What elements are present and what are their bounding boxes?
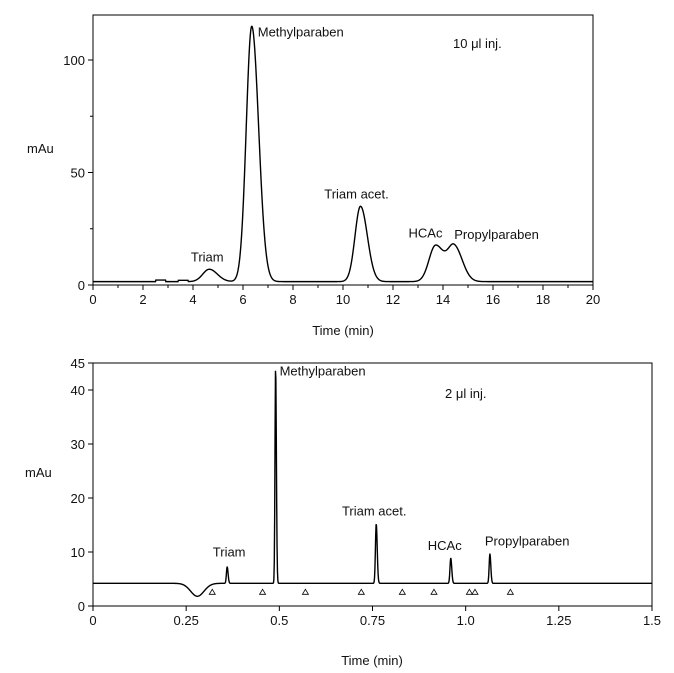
peak-label: Propylparaben <box>454 227 539 242</box>
plot-frame <box>92 362 653 607</box>
peak-labels: Triam Methylparaben Triam acet. HCAc Propylp… <box>213 364 570 560</box>
integration-marker <box>506 588 515 595</box>
y-tick-label: 0 <box>78 278 85 293</box>
peak-label: HCAc <box>409 226 443 241</box>
chart-2ul-injection: 0 0.25 0.5 0.75 1.0 1.25 1.5 0 10 20 30 40 45 Triam… <box>25 356 661 668</box>
integration-marker <box>398 588 407 595</box>
peak-label: Triam <box>191 249 224 264</box>
integration-marker <box>301 588 310 595</box>
y-tick-label: 30 <box>71 437 85 452</box>
x-tick-label: 1.5 <box>643 613 661 628</box>
integration-marker <box>258 588 267 595</box>
peak-label: Methylparaben <box>258 24 344 39</box>
x-tick-label: 6 <box>239 292 246 307</box>
integration-marker <box>430 588 438 595</box>
y-tick-label: 45 <box>71 356 85 371</box>
x-axis-label: Time (min) <box>312 323 374 338</box>
peak-label: Triam acet. <box>324 186 389 201</box>
y-ticks: 0 10 20 30 40 45 <box>71 356 93 614</box>
y-tick-label: 10 <box>71 545 85 560</box>
plot-frame <box>92 14 594 286</box>
peak-label: Triam acet. <box>342 503 407 518</box>
injection-annotation: 2 μl inj. <box>445 386 486 401</box>
x-tick-label: 0 <box>89 292 96 307</box>
integration-marker <box>465 588 474 595</box>
x-tick-label: 4 <box>189 292 196 307</box>
y-tick-label: 100 <box>63 53 85 68</box>
chart-10ul-injection: 0 2 4 6 8 10 12 14 16 18 20 0 50 100 Triam Methylpara… <box>27 14 600 338</box>
y-tick-label: 0 <box>78 599 85 614</box>
x-tick-label: 0.25 <box>174 613 199 628</box>
x-axis-label: Time (min) <box>341 653 403 668</box>
x-tick-label: 0.75 <box>360 613 385 628</box>
x-tick-label: 10 <box>336 292 350 307</box>
x-tick-label: 0.5 <box>270 613 288 628</box>
x-tick-label: 1.0 <box>457 613 475 628</box>
integration-markers <box>208 588 515 595</box>
integration-marker <box>471 588 479 595</box>
x-tick-label: 2 <box>139 292 146 307</box>
peak-label: HCAc <box>428 538 462 553</box>
x-tick-label: 20 <box>586 292 600 307</box>
y-axis-label: mAu <box>27 141 54 156</box>
x-tick-label: 8 <box>289 292 296 307</box>
integration-marker <box>357 588 366 595</box>
x-ticks: 0 0.25 0.5 0.75 1.0 1.25 1.5 <box>89 606 661 628</box>
x-tick-label: 14 <box>436 292 450 307</box>
y-tick-label: 40 <box>71 383 85 398</box>
x-tick-label: 16 <box>486 292 500 307</box>
y-tick-label: 20 <box>71 491 85 506</box>
y-ticks: 0 50 100 <box>63 53 93 293</box>
injection-annotation: 10 μl inj. <box>453 36 502 51</box>
x-tick-label: 0 <box>89 613 96 628</box>
y-tick-label: 50 <box>71 166 85 181</box>
peak-label: Propylparaben <box>485 534 570 549</box>
chromatogram-trace <box>93 25 593 283</box>
x-tick-label: 1.25 <box>546 613 571 628</box>
peak-labels: Triam Methylparaben Triam acet. HCAc Propylp… <box>191 24 539 264</box>
peak-label: Methylparaben <box>280 364 366 379</box>
x-ticks: 0 2 4 6 8 10 12 14 16 18 20 <box>89 285 600 307</box>
y-axis-label: mAu <box>25 465 52 480</box>
integration-marker <box>208 588 216 595</box>
peak-label: Triam <box>213 545 246 560</box>
chromatogram-trace <box>93 370 652 597</box>
x-tick-label: 18 <box>536 292 550 307</box>
x-tick-label: 12 <box>386 292 400 307</box>
